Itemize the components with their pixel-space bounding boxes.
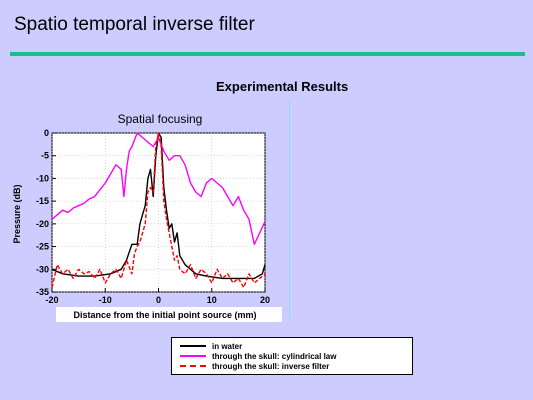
legend-item-in-water: in water xyxy=(180,341,242,351)
y-tick-label: -30 xyxy=(36,264,49,274)
legend-label-inverse-filter: through the skull: inverse filter xyxy=(212,361,330,371)
section-heading: Experimental Results xyxy=(216,79,349,94)
chart-legend: in water through the skull: cylindrical … xyxy=(171,337,413,375)
y-tick-label: -25 xyxy=(36,242,49,252)
y-tick-label: -10 xyxy=(36,173,49,183)
x-tick-label: 0 xyxy=(156,295,161,305)
chart-title: Spatial focusing xyxy=(118,112,203,126)
legend-swatch-cylindrical xyxy=(180,355,206,357)
series-line-inverse-filter xyxy=(51,132,266,289)
title-rule xyxy=(10,52,525,56)
legend-swatch-inverse-filter xyxy=(180,365,206,367)
legend-label-cylindrical: through the skull: cylindrical law xyxy=(212,351,337,361)
x-tick-label: -10 xyxy=(99,295,112,305)
legend-swatch-in-water xyxy=(180,345,206,347)
x-axis-label: Distance from the initial point source (… xyxy=(73,310,256,320)
slide-title: Spatio temporal inverse filter xyxy=(14,14,255,35)
series-line-in-water xyxy=(51,132,266,280)
legend-item-cylindrical: through the skull: cylindrical law xyxy=(180,351,336,361)
x-tick-label: 10 xyxy=(207,295,217,305)
x-tick-label: -20 xyxy=(45,295,58,305)
x-tick-label: 20 xyxy=(260,295,270,305)
legend-label-in-water: in water xyxy=(212,341,243,351)
y-tick-label: -15 xyxy=(36,196,49,206)
vertical-divider xyxy=(289,101,290,319)
legend-item-inverse-filter: through the skull: inverse filter xyxy=(180,361,329,371)
y-tick-label: -20 xyxy=(36,219,49,229)
y-tick-label: -35 xyxy=(36,287,49,297)
series-line-cylindrical-law xyxy=(51,132,266,246)
xlabel-box xyxy=(56,307,282,322)
y-tick-label: 0 xyxy=(44,128,49,138)
y-tick-label: -5 xyxy=(41,151,49,161)
y-axis-label: Pressure (dB) xyxy=(12,184,22,243)
